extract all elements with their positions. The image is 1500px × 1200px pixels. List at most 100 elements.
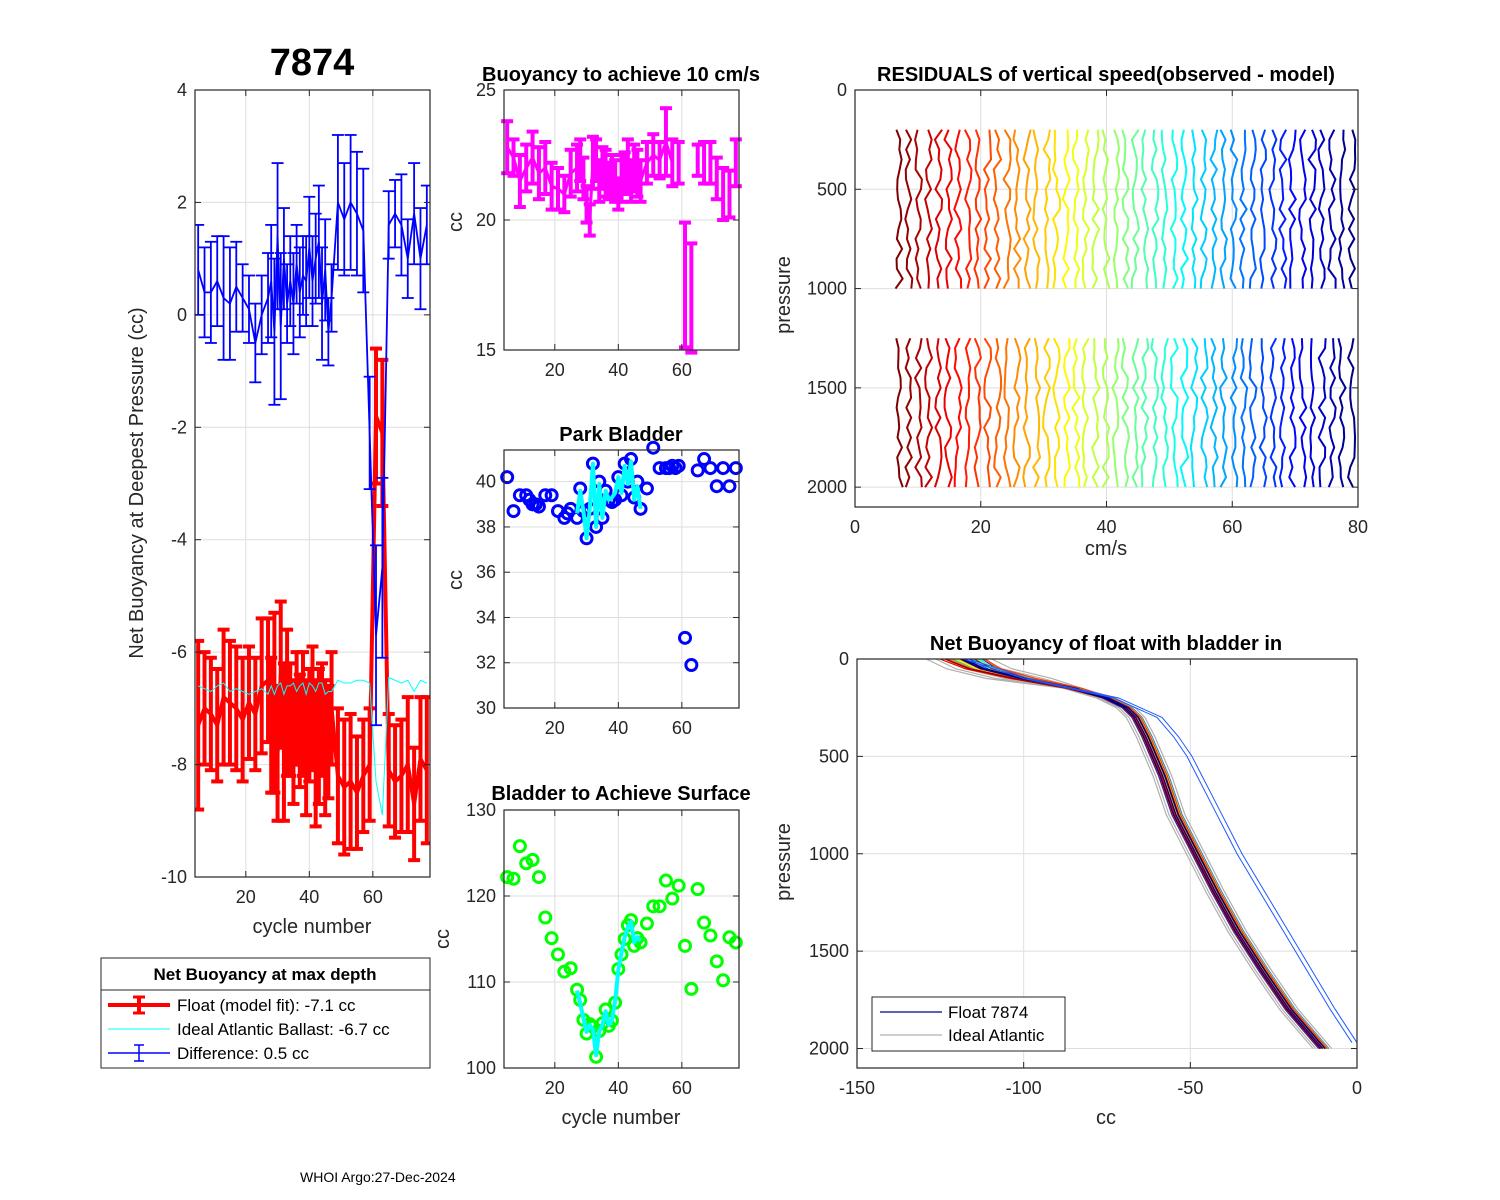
x-axis-label: cc xyxy=(1096,1107,1116,1129)
residual-profile-line xyxy=(1298,338,1308,488)
x-tick-label: 0 xyxy=(1352,1078,1362,1098)
residual-profile-line xyxy=(1317,338,1327,488)
legend-entry-difference: Difference: 0.5 cc xyxy=(108,1044,309,1063)
x-tick-label: 80 xyxy=(1348,517,1368,537)
residual-profile-line xyxy=(1169,337,1179,488)
residual-profile-line xyxy=(1347,129,1357,289)
residual-profile-line xyxy=(933,129,944,289)
residual-profile-line xyxy=(943,129,954,289)
float-profile xyxy=(985,658,1328,1049)
data-point xyxy=(506,871,521,886)
residual-profile-line xyxy=(1307,129,1317,289)
y-tick-label: 15 xyxy=(476,340,496,360)
x-tick-label: 60 xyxy=(672,1078,692,1098)
residual-profile-line xyxy=(1317,129,1326,289)
y-tick-label: 120 xyxy=(466,886,496,906)
residual-profile-line xyxy=(1169,129,1179,289)
data-point xyxy=(703,928,718,943)
y-tick-label: 500 xyxy=(819,746,849,766)
y-axis-label: pressure xyxy=(773,823,795,901)
x-tick-label: 60 xyxy=(363,887,383,907)
residual-profile-line xyxy=(1012,337,1022,488)
data-marks xyxy=(500,839,743,1064)
residual-profile-line xyxy=(973,129,983,289)
data-point xyxy=(709,954,724,969)
outlier-profile xyxy=(963,658,1353,1043)
y-axis-label: cc xyxy=(445,212,467,232)
panel-net-buoyancy-deepest: 20 40 60 -10 -8 -6 -4 -2 0 2 4 7874 cycle number N… xyxy=(126,42,431,938)
data-point xyxy=(512,839,527,854)
y-tick-label: 0 xyxy=(177,305,187,325)
x-tick-label: 60 xyxy=(672,360,692,380)
chart-title: Park Bladder xyxy=(559,424,683,446)
x-tick-label: -150 xyxy=(839,1078,875,1098)
legend-net-buoyancy: Net Buoyancy at max depth Float (model f… xyxy=(100,957,431,1069)
residual-profile-line xyxy=(924,129,933,289)
residual-profile-line xyxy=(1062,338,1072,488)
y-tick-label: 1500 xyxy=(809,941,849,961)
y-tick-label: -4 xyxy=(171,530,187,550)
legend-entry-ideal: Ideal Atlantic Ballast: -6.7 cc xyxy=(108,1020,390,1039)
residual-profile-line xyxy=(1179,129,1190,289)
axes-box xyxy=(503,809,740,1069)
residual-profile-line xyxy=(1130,129,1140,289)
residual-profile-line xyxy=(894,129,904,290)
y-tick-label: 40 xyxy=(476,472,496,492)
data-point xyxy=(709,479,724,494)
residual-profile-line xyxy=(1248,129,1257,289)
residual-profile-line xyxy=(1278,338,1287,488)
data-point xyxy=(728,935,743,950)
y-tick-label: 0 xyxy=(839,649,849,669)
data-marks xyxy=(926,658,1358,1049)
data-point xyxy=(697,452,712,467)
residual-profile-line xyxy=(992,129,1003,289)
y-axis-label: Net Buoyancy at Deepest Pressure (cc) xyxy=(126,307,148,658)
residual-profile-line xyxy=(1061,129,1071,289)
data-point xyxy=(652,899,667,914)
residual-profile-line xyxy=(1121,337,1130,488)
residual-profile-line xyxy=(1002,129,1012,290)
legend-box xyxy=(871,996,1066,1052)
y-tick-label: 1500 xyxy=(807,378,847,398)
data-point xyxy=(563,961,578,976)
x-tick-label: 20 xyxy=(545,718,565,738)
y-tick-label: -6 xyxy=(171,642,187,662)
residual-profile-line xyxy=(1199,129,1208,289)
data-point xyxy=(678,938,693,953)
residual-profile-line xyxy=(1091,129,1101,289)
outlier-profile xyxy=(968,658,1358,1043)
data-point xyxy=(639,481,654,496)
y-tick-label: -8 xyxy=(171,755,187,775)
residual-profile-line xyxy=(1150,129,1160,289)
residual-profile-line xyxy=(953,129,963,289)
residual-profile-line xyxy=(1071,129,1081,289)
residual-profile-line xyxy=(1209,129,1219,289)
data-point xyxy=(538,488,553,503)
grid-lines xyxy=(504,89,739,351)
panel-bladder-surface: 20 40 60 100 110 120 130 Bladder to Achieve Su… xyxy=(432,783,751,1129)
data-point xyxy=(506,504,521,519)
data-marks xyxy=(894,129,1357,488)
residual-profile-line xyxy=(934,338,943,488)
data-point xyxy=(703,461,718,476)
y-tick-label: 32 xyxy=(476,653,496,673)
residual-profile-line xyxy=(1091,338,1101,488)
data-point xyxy=(665,891,680,906)
x-tick-label: 0 xyxy=(850,517,860,537)
residual-profile-line xyxy=(1229,338,1239,488)
data-point xyxy=(500,870,515,885)
data-point xyxy=(722,479,737,494)
data-point xyxy=(531,499,546,514)
data-point xyxy=(690,882,705,897)
data-point xyxy=(550,947,565,962)
residual-profile-line xyxy=(963,129,973,289)
legend-label-ideal: Ideal Atlantic Ballast: -6.7 cc xyxy=(177,1020,390,1039)
residual-profile-line xyxy=(895,337,904,488)
residual-profile-line xyxy=(982,129,993,289)
residual-profile-line xyxy=(1219,129,1228,289)
data-point xyxy=(728,461,743,476)
x-tick-label: -100 xyxy=(1006,1078,1042,1098)
legend-label-float: Float (model fit): -7.1 cc xyxy=(177,996,356,1015)
residual-profile-line xyxy=(1051,129,1061,289)
grid-lines xyxy=(504,809,739,1069)
